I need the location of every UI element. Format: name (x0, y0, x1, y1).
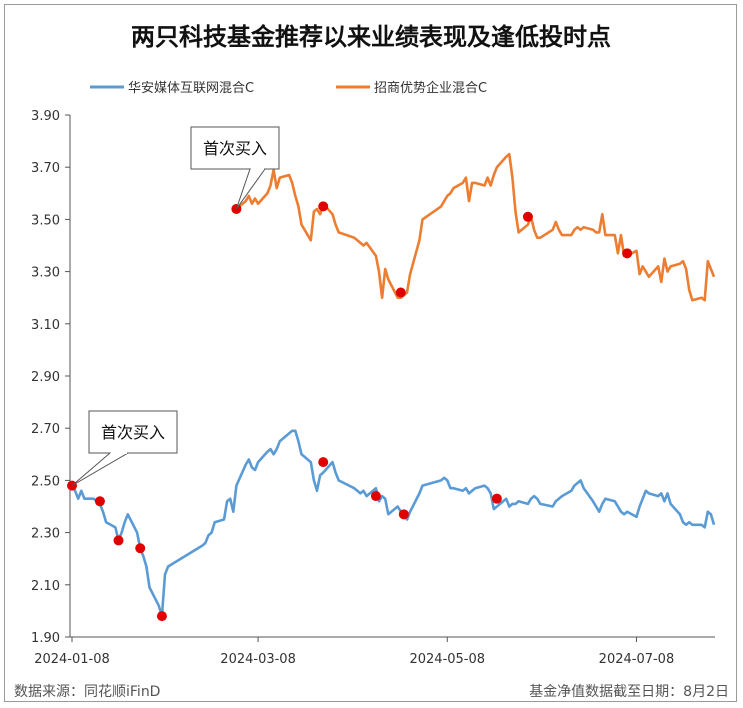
footer-note: 基金净值数据截至日期：8月2日 (529, 683, 729, 700)
x-tick-label: 2024-05-08 (409, 652, 485, 667)
footer-source: 数据来源：同花顺iFinD (14, 684, 160, 700)
callout-pointer (235, 168, 266, 210)
callout-box (88, 410, 178, 454)
series-line-1 (235, 152, 716, 302)
buy-point-marker (395, 287, 406, 298)
first-buy-callout: 首次买入 (190, 126, 280, 210)
x-tick-label: 2024-01-08 (34, 652, 110, 667)
legend-label-hua-an: 华安媒体互联网混合C (128, 81, 254, 96)
chart-title: 两只科技基金推荐以来业绩表现及逢低投时点 (131, 23, 611, 51)
y-tick-label: 1.90 (31, 631, 60, 646)
y-tick-label: 2.10 (31, 579, 60, 594)
series-lines (70, 152, 716, 618)
x-tick-label: 2024-07-08 (599, 652, 675, 667)
y-tick-label: 3.70 (31, 161, 60, 176)
chart-frame (4, 4, 737, 702)
buy-point-marker (318, 201, 329, 212)
buy-point-marker (622, 248, 633, 259)
first-buy-callout: 首次买入 (71, 410, 178, 487)
buy-point-marker (398, 509, 409, 520)
y-tick-label: 3.30 (31, 266, 60, 281)
buy-point-marker (135, 543, 146, 554)
callout-text: 首次买入 (101, 423, 165, 442)
buy-point-marker (318, 457, 329, 468)
callout-text: 首次买入 (203, 139, 267, 158)
y-tick-label: 2.30 (31, 527, 60, 542)
legend: 华安媒体互联网混合C 招商优势企业混合C (90, 80, 487, 96)
buy-point-marker (522, 211, 533, 222)
callout-box (190, 126, 280, 170)
y-tick-label: 3.10 (31, 318, 60, 333)
y-tick-label: 2.50 (31, 474, 60, 489)
callout-pointer (71, 452, 129, 487)
buy-point-marker (113, 535, 124, 546)
x-tick-label: 2024-03-08 (220, 652, 296, 667)
y-tick-label: 2.90 (31, 370, 60, 385)
y-tick-label: 2.70 (31, 422, 60, 437)
series-line-0 (70, 429, 716, 618)
buy-point-marker (156, 611, 167, 622)
buy-point-marker (491, 493, 502, 504)
legend-label-zhao-shang: 招商优势企业混合C (374, 80, 487, 96)
buy-point-marker (94, 496, 105, 507)
buy-point-marker (370, 491, 381, 502)
axes: 1.90 2.10 2.30 2.50 2.70 2.90 3.10 3.30 3.50 3.70… (31, 109, 715, 667)
y-tick-label: 3.50 (31, 213, 60, 228)
buy-markers (67, 201, 633, 622)
y-tick-label: 3.90 (31, 109, 60, 124)
